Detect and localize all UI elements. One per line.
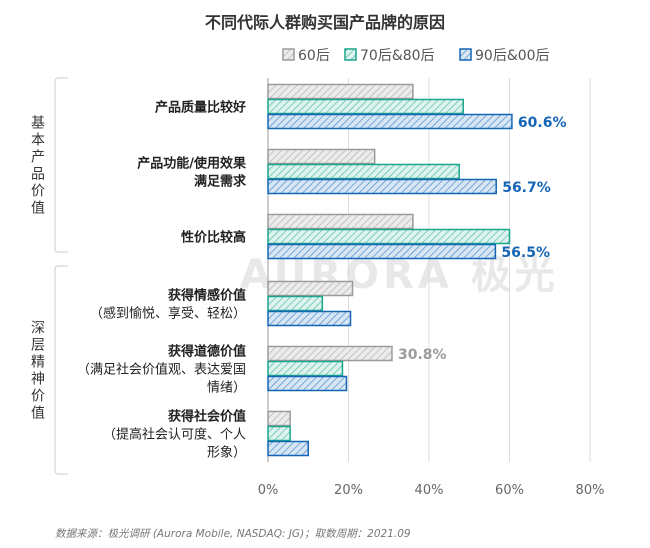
gridlines <box>267 78 591 462</box>
x-tick-label: 20% <box>334 483 363 498</box>
group-bracket <box>54 265 68 475</box>
legend-swatch <box>459 48 472 61</box>
category-label: （感到愉悦、享受、轻松） <box>90 306 246 322</box>
x-tick-label: 40% <box>415 483 444 498</box>
category-label: （满足社会价值观、表达爱国 <box>77 362 246 378</box>
x-tick-label: 0% <box>258 483 279 498</box>
category-label: 获得道德价值 <box>168 344 246 360</box>
category-label: 情绪） <box>207 381 246 396</box>
bar <box>267 148 376 165</box>
legend-swatch <box>282 48 295 61</box>
data-label: 56.7% <box>502 180 551 196</box>
legend: 60后 70后&80后 90后&00后 <box>282 48 550 64</box>
data-labels: 60.6% 56.7% 56.5% 30.8% <box>398 115 567 363</box>
category-label: 获得社会价值 <box>168 409 246 425</box>
group-label: 基本产品价值 <box>31 115 45 217</box>
data-label: 60.6% <box>518 115 567 131</box>
x-tick-label: 60% <box>495 483 524 498</box>
category-label: 满足需求 <box>194 174 247 190</box>
bar <box>267 178 497 195</box>
legend-label: 90后&00后 <box>475 48 550 64</box>
bar <box>267 310 352 327</box>
category-label: 产品功能/使用效果 <box>137 156 246 172</box>
bar <box>267 83 414 100</box>
chart-title: 不同代际人群购买国产品牌的原因 <box>205 13 445 32</box>
bar <box>267 113 513 130</box>
category-label: （提高社会认可度、个人 <box>103 427 246 443</box>
bars <box>267 83 513 457</box>
bar <box>267 213 414 230</box>
x-axis-ticks: 0% 20% 40% 60% 80% <box>258 483 605 498</box>
bar <box>267 375 348 392</box>
data-label: 30.8% <box>398 347 447 363</box>
bar <box>267 440 309 457</box>
bar <box>267 98 464 115</box>
x-tick-label: 80% <box>576 483 605 498</box>
category-label: 获得情感价值 <box>168 288 246 304</box>
bar <box>267 163 460 180</box>
category-label: 性价比较高 <box>181 230 246 246</box>
legend-label: 70后&80后 <box>360 48 435 64</box>
bar <box>267 228 511 245</box>
bar <box>267 295 324 312</box>
bar <box>267 345 393 362</box>
bar <box>267 360 344 377</box>
bar <box>267 410 291 427</box>
bar <box>267 243 497 260</box>
group-bracket <box>54 77 68 253</box>
category-label: 产品质量比较好 <box>155 100 246 116</box>
bar <box>267 280 354 297</box>
category-label: 形象） <box>207 446 246 461</box>
bar <box>267 425 291 442</box>
data-label: 56.5% <box>501 245 550 261</box>
source-note: 数据来源：极光调研 (Aurora Mobile, NASDAQ: JG)；取数… <box>55 528 411 540</box>
legend-swatch <box>344 48 357 61</box>
legend-label: 60后 <box>298 48 330 64</box>
group-label: 深层精神价值 <box>31 321 45 422</box>
